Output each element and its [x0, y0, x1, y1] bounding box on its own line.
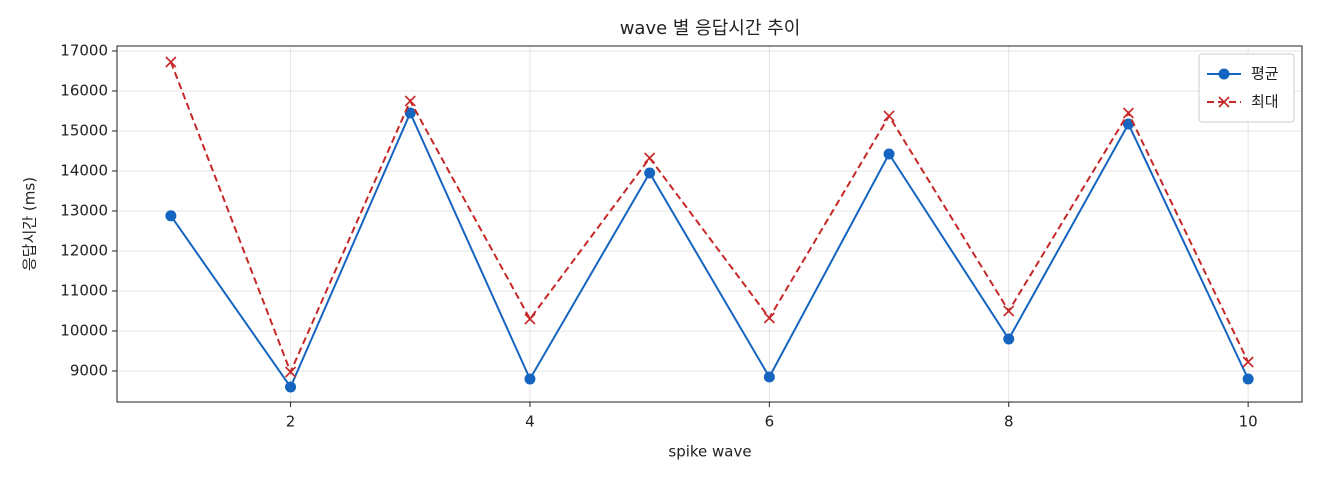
series-line: [170, 110, 1250, 390]
marker-cross: [763, 312, 775, 324]
data-point: [1122, 107, 1135, 119]
data-point: [1242, 356, 1254, 368]
marker-cross: [1218, 96, 1230, 108]
data-point: [763, 312, 775, 324]
data-point: [165, 210, 177, 222]
y-tick-label: 12000: [60, 242, 108, 260]
marker-cross: [165, 56, 177, 68]
y-tick-label: 11000: [60, 282, 108, 300]
y-tick-label: 15000: [60, 122, 108, 140]
marker-cross: [883, 110, 895, 122]
data-point: [524, 313, 536, 325]
legend-box: [1198, 53, 1295, 123]
marker-cross: [524, 313, 536, 325]
marker-cross: [1122, 107, 1135, 119]
y-tick-label: 13000: [60, 202, 108, 220]
data-point: [883, 110, 895, 122]
y-tick-label: 10000: [60, 322, 108, 340]
marker-cross: [284, 366, 297, 378]
data-point: [1242, 373, 1254, 385]
data-point: [165, 56, 177, 68]
marker-cross: [644, 152, 656, 164]
y-tick-label: 16000: [60, 82, 108, 100]
x-tick-label: 2: [286, 413, 296, 431]
legend-marker: [1218, 96, 1230, 108]
y-tick-label: 14000: [60, 162, 108, 180]
data-point: [763, 371, 775, 383]
y-tick-label: 9000: [70, 362, 108, 380]
y-tick-label: 17000: [60, 42, 108, 60]
data-point: [284, 366, 297, 378]
data-point: [644, 167, 656, 179]
data-point: [404, 95, 416, 107]
data-point: [1003, 333, 1015, 345]
plot-frame: [116, 45, 1303, 403]
data-point: [1122, 118, 1134, 130]
data-point: [285, 381, 297, 393]
chart-title: wave 별 응답시간 추이: [620, 18, 801, 39]
marker-dot: [1218, 68, 1230, 80]
data-point: [404, 107, 416, 119]
legend-label: 최대: [1251, 93, 1279, 111]
data-point: [644, 152, 656, 164]
marker-cross: [404, 95, 416, 107]
legend-label: 평균: [1251, 65, 1279, 83]
y-axis-label: 응답시간 (ms): [21, 177, 39, 271]
data-point: [883, 148, 895, 160]
x-axis-label: spike wave: [668, 443, 751, 461]
x-tick-label: 8: [1004, 413, 1014, 431]
data-point: [1003, 305, 1015, 317]
x-tick-label: 4: [525, 413, 535, 431]
legend-marker: [1218, 68, 1230, 80]
marker-cross: [1003, 305, 1015, 317]
data-point: [524, 373, 536, 385]
x-tick-label: 10: [1239, 413, 1258, 431]
marker-cross: [1242, 356, 1254, 368]
x-tick-label: 6: [765, 413, 775, 431]
series-line: [169, 61, 1250, 375]
